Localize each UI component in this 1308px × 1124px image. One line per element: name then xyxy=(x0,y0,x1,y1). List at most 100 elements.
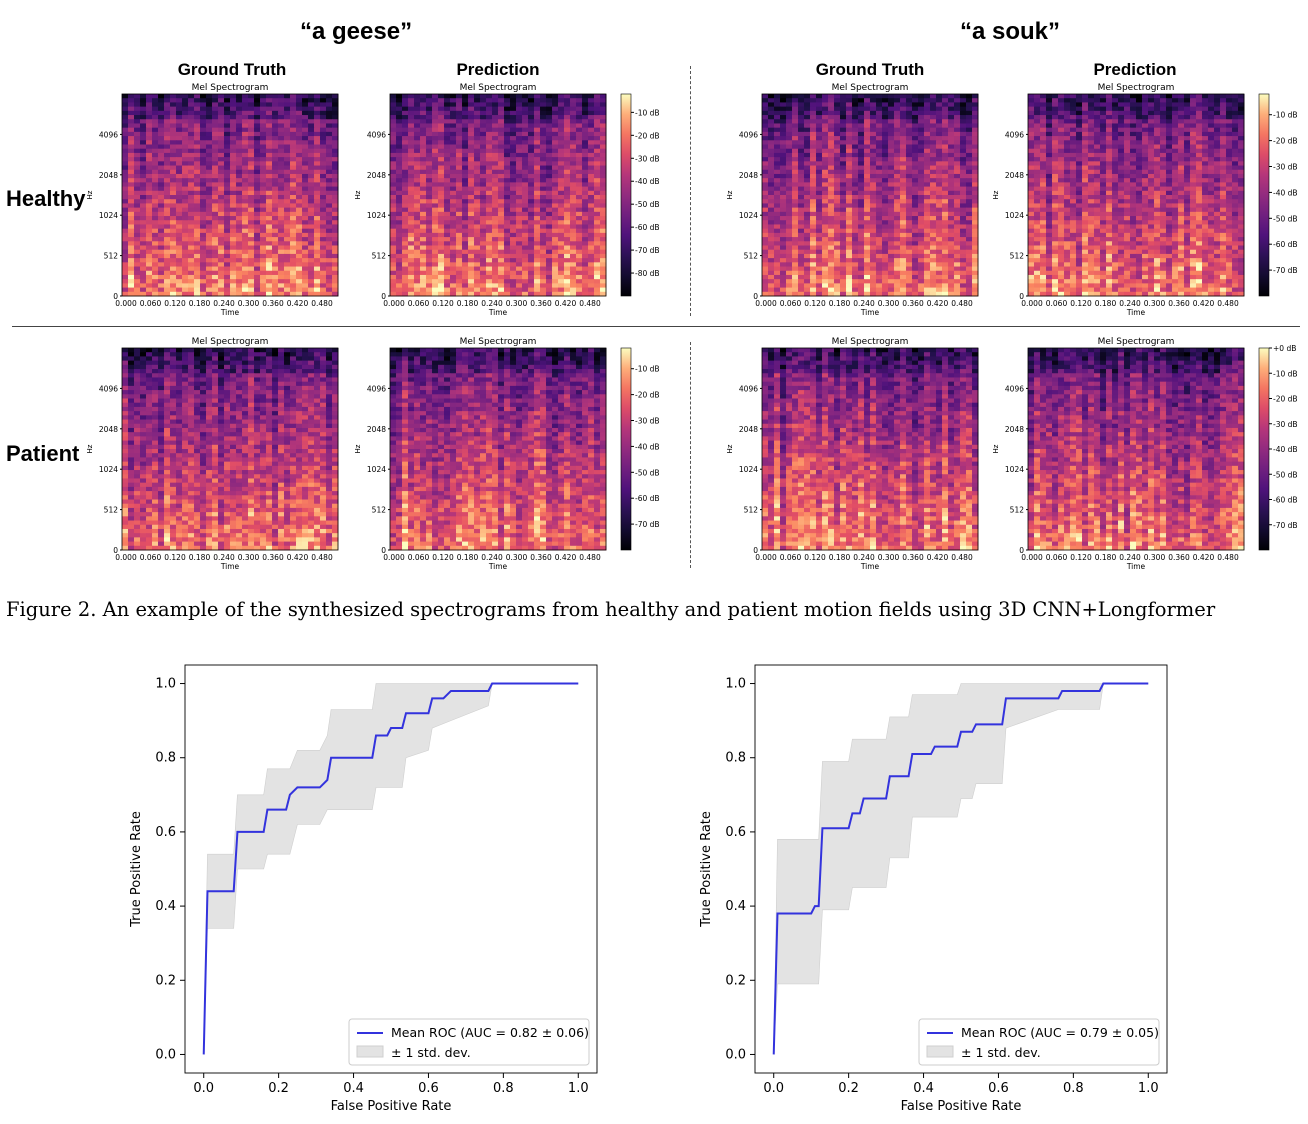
x-axis-label: False Positive Rate xyxy=(901,1099,1022,1114)
x-tick-label: 0.300 xyxy=(506,553,528,562)
legend-band-swatch xyxy=(356,1045,384,1058)
colorbar-tick-label: -30 dB xyxy=(635,417,660,426)
x-tick-label: 0.120 xyxy=(432,553,454,562)
y-tick-label: 1024 xyxy=(739,211,758,220)
y-tick-label: 1.0 xyxy=(725,677,746,692)
x-axis-label: Time xyxy=(220,562,240,571)
colorbar-tick-label: -40 dB xyxy=(1273,188,1298,197)
x-tick-label: 0.180 xyxy=(829,299,851,308)
y-tick-label: 512 xyxy=(1010,252,1025,261)
colorbar-tick-label: -20 dB xyxy=(1273,395,1298,404)
colorbar-tick-label: +0 dB xyxy=(1273,344,1296,353)
y-tick-label: 1024 xyxy=(367,465,386,474)
x-tick-label: 0.300 xyxy=(878,299,900,308)
colorbar-tick-label: -60 dB xyxy=(635,494,660,503)
colorbar-tick-label: -70 dB xyxy=(635,246,660,255)
x-tick-label: 0.2 xyxy=(268,1081,289,1096)
y-tick-label: 2048 xyxy=(367,425,386,434)
legend-label-std-dev: ± 1 std. dev. xyxy=(961,1045,1041,1060)
x-tick-label: 0.000 xyxy=(383,553,405,562)
x-axis-label: Time xyxy=(1126,308,1146,317)
y-tick-label: 4096 xyxy=(99,130,118,139)
x-tick-label: 0.480 xyxy=(1217,299,1239,308)
spectrogram-title: Mel Spectrogram xyxy=(832,83,909,93)
y-tick-label: 2048 xyxy=(1005,425,1024,434)
x-tick-label: 0.120 xyxy=(164,553,186,562)
x-tick-label: 0.480 xyxy=(579,553,601,562)
x-tick-label: 0.060 xyxy=(408,553,430,562)
y-tick-label: 512 xyxy=(744,506,759,515)
x-tick-label: 0.300 xyxy=(238,299,260,308)
x-tick-label: 0.240 xyxy=(853,299,875,308)
x-tick-label: 0.060 xyxy=(780,553,802,562)
spectrogram-title: Mel Spectrogram xyxy=(192,337,269,347)
x-tick-label: 0.180 xyxy=(189,299,211,308)
x-tick-label: 0.000 xyxy=(115,553,137,562)
y-tick-label: 1.0 xyxy=(155,677,176,692)
x-axis-label: Time xyxy=(488,562,508,571)
x-tick-label: 0.480 xyxy=(311,553,333,562)
figure-caption: Figure 2. An example of the synthesized … xyxy=(6,598,1216,621)
x-tick-label: 0.180 xyxy=(457,299,479,308)
y-tick-label: 4096 xyxy=(99,384,118,393)
x-tick-label: 0.8 xyxy=(1063,1081,1084,1096)
colorbar-tick-label: -40 dB xyxy=(635,442,660,451)
y-tick-label: 0.8 xyxy=(725,751,746,766)
y-tick-label: 4096 xyxy=(367,130,386,139)
colorbar-tick-label: -40 dB xyxy=(635,177,660,186)
x-tick-label: 0.360 xyxy=(902,299,924,308)
y-axis-label: True Positive Rate xyxy=(130,811,144,928)
phrase-title-geese: “a geese” xyxy=(300,18,413,45)
colorbar-tick-label: -30 dB xyxy=(1273,163,1298,172)
colorbar-tick-label: -30 dB xyxy=(635,154,660,163)
x-tick-label: 0.120 xyxy=(1070,299,1092,308)
y-tick-label: 0 xyxy=(753,292,758,301)
y-tick-label: 512 xyxy=(372,252,387,261)
x-tick-label: 0.420 xyxy=(1193,299,1215,308)
x-tick-label: 0.360 xyxy=(1168,553,1190,562)
x-tick-label: 0.000 xyxy=(1021,299,1043,308)
y-axis-label: Hz xyxy=(86,444,94,453)
legend-label-std-dev: ± 1 std. dev. xyxy=(391,1045,471,1060)
y-tick-label: 1024 xyxy=(1005,465,1024,474)
y-tick-label: 512 xyxy=(1010,506,1025,515)
y-tick-label: 2048 xyxy=(367,171,386,180)
std-dev-band xyxy=(773,683,1149,1055)
spectrogram-title: Mel Spectrogram xyxy=(460,337,537,347)
colorbar-tick-label: -50 dB xyxy=(635,200,660,209)
y-axis-label: Hz xyxy=(726,190,734,199)
x-tick-label: 0.6 xyxy=(988,1081,1009,1096)
colorbar-tick-label: -50 dB xyxy=(1273,214,1298,223)
y-tick-label: 0.0 xyxy=(155,1047,176,1062)
spectrogram-title: Mel Spectrogram xyxy=(460,83,537,93)
y-tick-label: 0.8 xyxy=(155,751,176,766)
x-tick-label: 0.480 xyxy=(951,553,973,562)
y-tick-label: 512 xyxy=(104,506,119,515)
y-tick-label: 0.2 xyxy=(155,973,176,988)
x-tick-label: 0.000 xyxy=(755,553,777,562)
colorbar: -10 dB -20 dB -30 dB -40 dB -50 dB -60 dB -70 … xyxy=(1258,93,1298,297)
y-tick-label: 512 xyxy=(744,252,759,261)
x-tick-label: 1.0 xyxy=(1138,1081,1159,1096)
y-axis-label: Hz xyxy=(354,190,362,199)
colorbar-tick-label: -60 dB xyxy=(1273,496,1298,505)
header-prediction-2: Prediction xyxy=(1093,60,1177,79)
x-tick-label: 0.240 xyxy=(481,553,503,562)
y-tick-label: 0.6 xyxy=(725,825,746,840)
x-tick-label: 0.060 xyxy=(780,299,802,308)
x-tick-label: 0.420 xyxy=(927,553,949,562)
y-tick-label: 0 xyxy=(381,292,386,301)
row-label-patient: Patient xyxy=(6,441,80,466)
y-axis-label: Hz xyxy=(354,444,362,453)
y-tick-label: 0.6 xyxy=(155,825,176,840)
colorbar-tick-label: -10 dB xyxy=(1273,111,1298,120)
roc-chart-right: 0.0 0.2 0.4 0.6 0.8 1.0 0.0 0.2 0.4 0.6 0.8 1.0 Fals… xyxy=(700,664,1168,1114)
x-axis-label: Time xyxy=(488,308,508,317)
std-dev-band xyxy=(203,683,579,1055)
y-tick-label: 1024 xyxy=(1005,211,1024,220)
